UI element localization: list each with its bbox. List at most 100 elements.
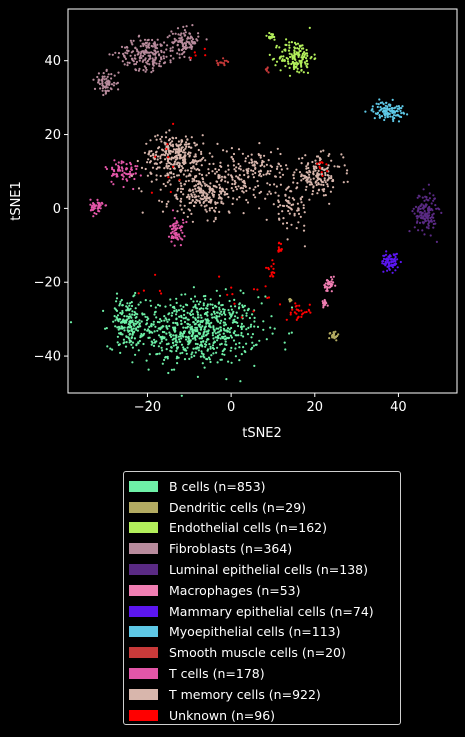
point: [105, 77, 108, 80]
point: [178, 144, 181, 147]
x-tick-label: −20: [134, 400, 161, 415]
point: [214, 202, 217, 206]
y-axis-label: tSNE1: [9, 181, 24, 221]
point: [281, 210, 284, 213]
point: [386, 113, 389, 116]
point: [200, 158, 203, 161]
point: [210, 354, 213, 357]
point: [262, 320, 265, 323]
point: [170, 232, 173, 235]
point: [154, 306, 157, 309]
point: [203, 47, 206, 51]
point: [140, 320, 143, 323]
point: [225, 188, 228, 191]
point: [207, 330, 210, 333]
point: [286, 57, 289, 61]
point: [219, 329, 223, 332]
point: [181, 225, 184, 228]
point: [134, 322, 138, 325]
point: [173, 37, 176, 41]
point: [160, 140, 163, 143]
point: [129, 302, 132, 305]
point: [206, 311, 209, 314]
point: [198, 308, 201, 311]
point: [324, 173, 327, 177]
point: [427, 183, 430, 186]
point: [130, 343, 133, 346]
point: [125, 315, 129, 318]
point: [278, 241, 281, 244]
point: [163, 315, 166, 318]
point: [272, 262, 275, 265]
point: [302, 206, 305, 210]
point: [214, 206, 217, 209]
point: [122, 342, 125, 345]
point: [153, 157, 156, 160]
point: [202, 201, 205, 204]
point: [135, 327, 138, 330]
point: [176, 346, 179, 349]
point: [192, 300, 195, 303]
point: [227, 173, 230, 176]
point: [396, 258, 399, 261]
point: [194, 330, 197, 333]
point: [296, 62, 299, 65]
point: [117, 88, 120, 91]
point: [302, 204, 305, 207]
point: [224, 323, 227, 326]
point: [184, 169, 187, 172]
point: [194, 153, 197, 156]
point: [227, 164, 230, 167]
point: [178, 338, 181, 341]
point: [200, 184, 203, 187]
point: [144, 58, 147, 61]
point: [191, 38, 195, 41]
point: [97, 81, 100, 84]
point: [301, 195, 304, 198]
point: [235, 175, 238, 178]
point: [392, 258, 395, 261]
point: [180, 156, 183, 159]
point: [322, 301, 325, 304]
point: [394, 253, 397, 256]
point: [219, 190, 222, 193]
point: [199, 328, 202, 331]
point: [253, 364, 256, 367]
point: [133, 57, 136, 60]
point: [143, 53, 146, 56]
point: [292, 67, 296, 71]
point: [113, 170, 116, 173]
point: [175, 313, 178, 316]
point: [229, 305, 233, 308]
point: [115, 300, 118, 303]
point: [172, 305, 176, 308]
point: [218, 275, 221, 278]
point: [135, 48, 138, 51]
point: [283, 59, 286, 63]
point: [181, 38, 184, 41]
point: [156, 155, 160, 158]
point: [165, 147, 168, 151]
point: [197, 186, 200, 189]
point: [179, 187, 183, 190]
point: [422, 222, 425, 225]
point: [234, 355, 237, 358]
point: [142, 54, 145, 58]
point: [301, 52, 305, 55]
point: [193, 193, 196, 196]
point: [202, 295, 205, 298]
point: [156, 38, 159, 41]
point: [183, 204, 186, 207]
point: [168, 331, 171, 334]
point: [139, 174, 142, 177]
point: [227, 330, 230, 333]
point: [393, 262, 396, 266]
point: [128, 313, 131, 316]
point: [228, 299, 231, 303]
point: [192, 286, 195, 289]
point: [93, 212, 96, 215]
point: [284, 193, 287, 196]
point: [134, 320, 137, 323]
point: [266, 67, 269, 70]
point: [282, 55, 285, 58]
